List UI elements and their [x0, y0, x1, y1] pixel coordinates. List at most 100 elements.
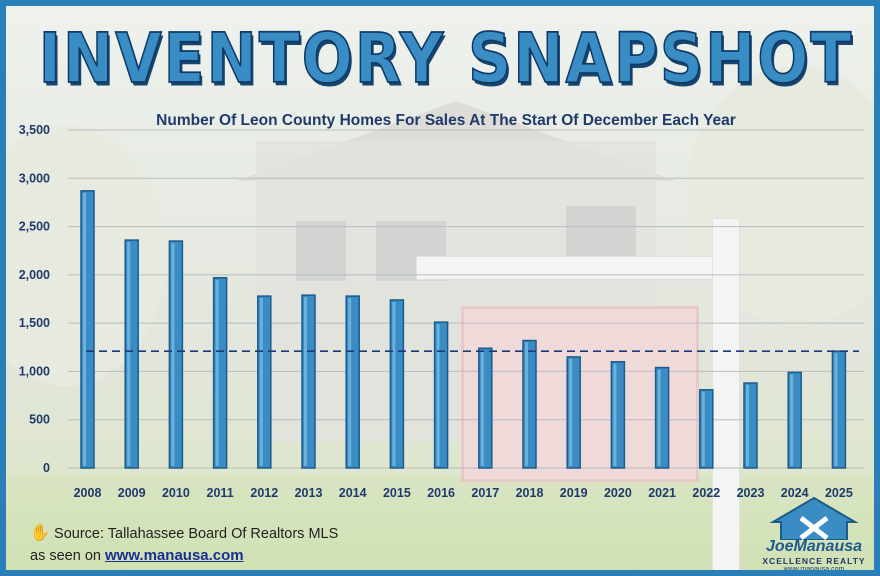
bar-highlight [657, 369, 661, 466]
bar-highlight [259, 298, 263, 466]
bar-highlight [790, 374, 794, 466]
bar-body [80, 190, 95, 469]
y-axis-ticks: 0 500 1,000 1,500 2,000 2,500 3,000 3,500 [19, 123, 50, 475]
x-tick-label: 2020 [604, 486, 632, 500]
x-tick-label: 2008 [74, 486, 102, 500]
x-tick-label: 2018 [516, 486, 544, 500]
bar-highlight [480, 350, 484, 466]
bar [301, 294, 316, 469]
x-tick-label: 2011 [207, 486, 234, 500]
x-tick-label: 2010 [162, 486, 190, 500]
bar [610, 361, 626, 469]
bar-highlight [171, 243, 175, 466]
bar [566, 356, 581, 469]
bar [124, 239, 139, 469]
x-tick-label: 2017 [471, 486, 499, 500]
x-tick-label: 2012 [250, 486, 278, 500]
bar-highlight [701, 391, 705, 466]
y-tick-label: 3,500 [19, 123, 50, 137]
bar-body [433, 321, 449, 469]
bar [478, 347, 493, 469]
x-tick-label: 2019 [560, 486, 588, 500]
background-window [296, 221, 346, 281]
bar-body [566, 356, 581, 469]
bars [80, 190, 847, 469]
bar-body [301, 294, 316, 469]
chart-title: INVENTORY SNAPSHOT [38, 18, 854, 100]
source-text: Source: Tallahassee Board Of Realtors ML… [54, 526, 339, 542]
y-tick-label: 3,000 [19, 171, 50, 185]
bar-body [699, 389, 714, 469]
background-sign-arm [416, 256, 738, 280]
x-tick-label: 2009 [118, 486, 146, 500]
bar [80, 190, 95, 469]
x-tick-label: 2021 [648, 486, 676, 500]
y-tick-label: 2,500 [19, 220, 50, 234]
bar-body [478, 347, 493, 469]
bar-highlight [746, 385, 749, 466]
bar [831, 350, 847, 469]
x-tick-label: 2013 [295, 486, 323, 500]
bar-highlight [834, 353, 838, 466]
bar-highlight [127, 242, 131, 466]
bar [212, 277, 228, 469]
bar-body [831, 350, 847, 469]
x-tick-label: 2015 [383, 486, 411, 500]
logo-url: www.manausa.com [783, 566, 845, 573]
x-tick-label: 2014 [339, 486, 367, 500]
y-tick-label: 1,500 [19, 316, 50, 330]
y-tick-label: 500 [29, 413, 50, 427]
x-tick-label: 2022 [692, 486, 720, 500]
seen-prefix: as seen on [30, 548, 105, 564]
x-tick-label: 2024 [781, 486, 809, 500]
bar-body [787, 371, 802, 469]
house-logo-icon [769, 496, 859, 541]
bar-body [168, 240, 184, 469]
bar-highlight [348, 298, 352, 466]
bar-body [124, 239, 139, 469]
y-tick-label: 1,000 [19, 364, 50, 378]
bar [345, 295, 360, 469]
bar-highlight [613, 363, 617, 466]
hand-icon: ✋ [30, 525, 50, 542]
bar-highlight [215, 279, 219, 466]
seen-on-note: as seen on www.manausa.com [30, 547, 244, 564]
bar [654, 366, 670, 469]
y-tick-label: 2,000 [19, 268, 50, 282]
y-tick-label: 0 [43, 461, 50, 475]
logo-name: JoeManausa [765, 538, 863, 555]
x-tick-label: 2023 [737, 486, 765, 500]
brand-logo: JoeManausa XCELLENCE REALTY www.manausa.… [751, 496, 874, 573]
source-note: ✋ Source: Tallahassee Board Of Realtors … [30, 523, 338, 543]
bar-highlight [436, 324, 440, 466]
x-axis-ticks: 2008 2009 2010 2011 2012 2013 2014 2015 2016 2017… [74, 486, 853, 500]
bar [699, 389, 714, 469]
bar-body [257, 295, 272, 469]
bar-body [522, 339, 537, 469]
bar [168, 240, 184, 469]
bar-highlight [392, 301, 396, 466]
bar-body [610, 361, 626, 469]
logo-tagline: XCELLENCE REALTY [762, 556, 866, 566]
bar-body [212, 277, 228, 469]
bar [522, 339, 537, 469]
website-link[interactable]: www.manausa.com [104, 547, 244, 564]
bar-body [389, 299, 405, 469]
bar [389, 299, 405, 469]
x-tick-label: 2016 [427, 486, 455, 500]
chart-subtitle: Number Of Leon County Homes For Sales At… [156, 112, 736, 129]
bar-highlight [304, 297, 307, 466]
bar-body [654, 366, 670, 469]
bar-highlight [569, 358, 573, 466]
bar-body [743, 382, 758, 469]
bar-highlight [83, 192, 86, 466]
bar [787, 371, 802, 469]
gridlines [68, 129, 864, 469]
bar [433, 321, 449, 469]
bar [257, 295, 272, 469]
bar [743, 382, 758, 469]
x-tick-label: 2025 [825, 486, 853, 500]
bar-body [345, 295, 360, 469]
